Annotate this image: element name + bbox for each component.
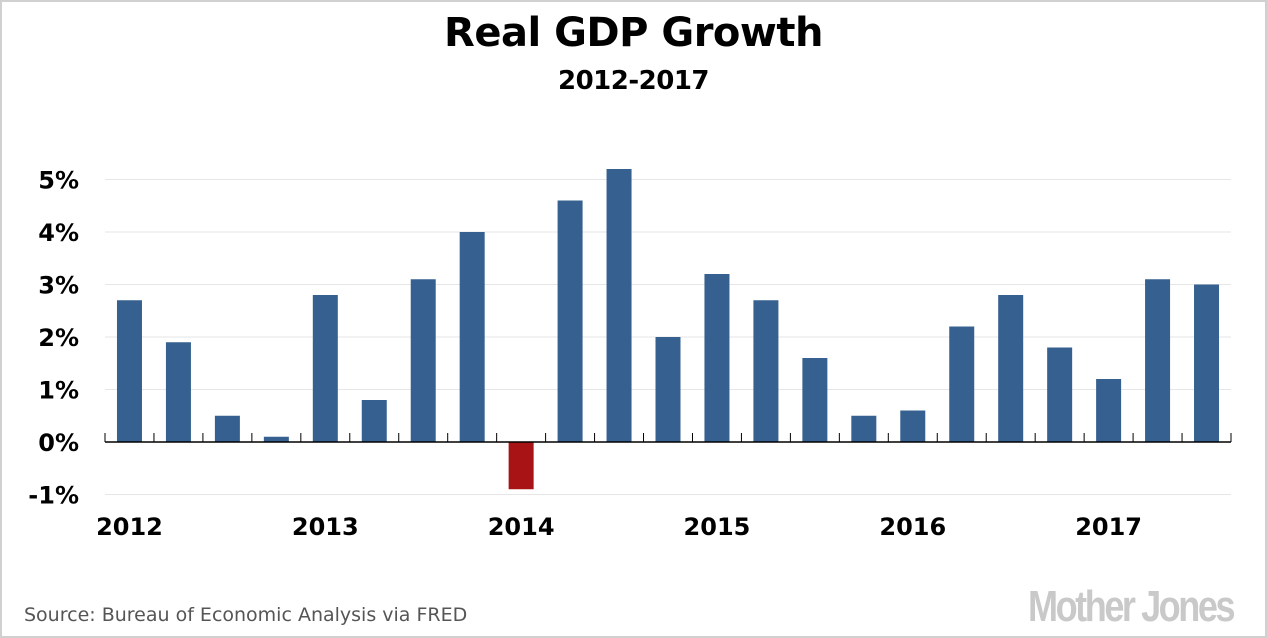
x-tick-label: 2017 — [1075, 513, 1142, 541]
y-tick-label: 3% — [38, 272, 79, 300]
x-tick-label: 2015 — [684, 513, 751, 541]
y-tick-label: 1% — [38, 377, 79, 405]
bar-2014-q2 — [557, 200, 583, 442]
chart-subtitle: 2012-2017 — [557, 66, 710, 96]
chart-title: Real GDP Growth — [444, 10, 823, 56]
y-tick-label: -1% — [28, 482, 79, 510]
bar-2014-q4 — [655, 337, 681, 442]
x-tick-label: 2013 — [292, 513, 359, 541]
bar-2013-q3 — [410, 279, 436, 442]
x-tick-label: 2014 — [488, 513, 555, 541]
bar-2013-q4 — [459, 232, 485, 442]
bar-2012-q3 — [214, 415, 240, 442]
y-axis-ticks: 5% 4% 3% 2% 1% 0% -1% — [28, 167, 79, 510]
bar-2015-q3 — [802, 358, 828, 442]
bar-2012-q1 — [116, 300, 142, 442]
bars — [116, 169, 1220, 490]
bar-2017-q1 — [1096, 379, 1122, 442]
bar-2016-q3 — [998, 295, 1024, 442]
bar-2016-q4 — [1047, 347, 1073, 442]
bar-2016-q1 — [900, 410, 926, 442]
bar-2017-q2 — [1145, 279, 1171, 442]
publisher-logo: Mother Jones — [1027, 582, 1235, 631]
bar-2013-q2 — [361, 400, 387, 442]
y-tick-label: 2% — [38, 324, 79, 352]
bar-2017-q3 — [1194, 284, 1220, 442]
bar-2013-q1 — [312, 295, 338, 442]
bar-2016-q2 — [949, 326, 975, 442]
bar-2015-q1 — [704, 274, 730, 442]
bar-2014-q3 — [606, 169, 632, 442]
bar-2012-q4 — [263, 436, 289, 442]
y-tick-label: 4% — [38, 219, 79, 247]
bar-2015-q4 — [851, 415, 877, 442]
bar-2012-q2 — [165, 342, 191, 442]
bar-2014-q1 — [508, 442, 534, 490]
x-axis-labels: 2012 2013 2014 2015 2016 2017 — [96, 513, 1142, 541]
source-note: Source: Bureau of Economic Analysis via … — [24, 604, 468, 626]
x-tick-label: 2016 — [879, 513, 946, 541]
y-tick-label: 5% — [38, 167, 79, 195]
x-axis — [104, 433, 1232, 443]
bar-2015-q2 — [753, 300, 779, 442]
x-tick-label: 2012 — [96, 513, 163, 541]
y-tick-label: 0% — [38, 429, 79, 457]
